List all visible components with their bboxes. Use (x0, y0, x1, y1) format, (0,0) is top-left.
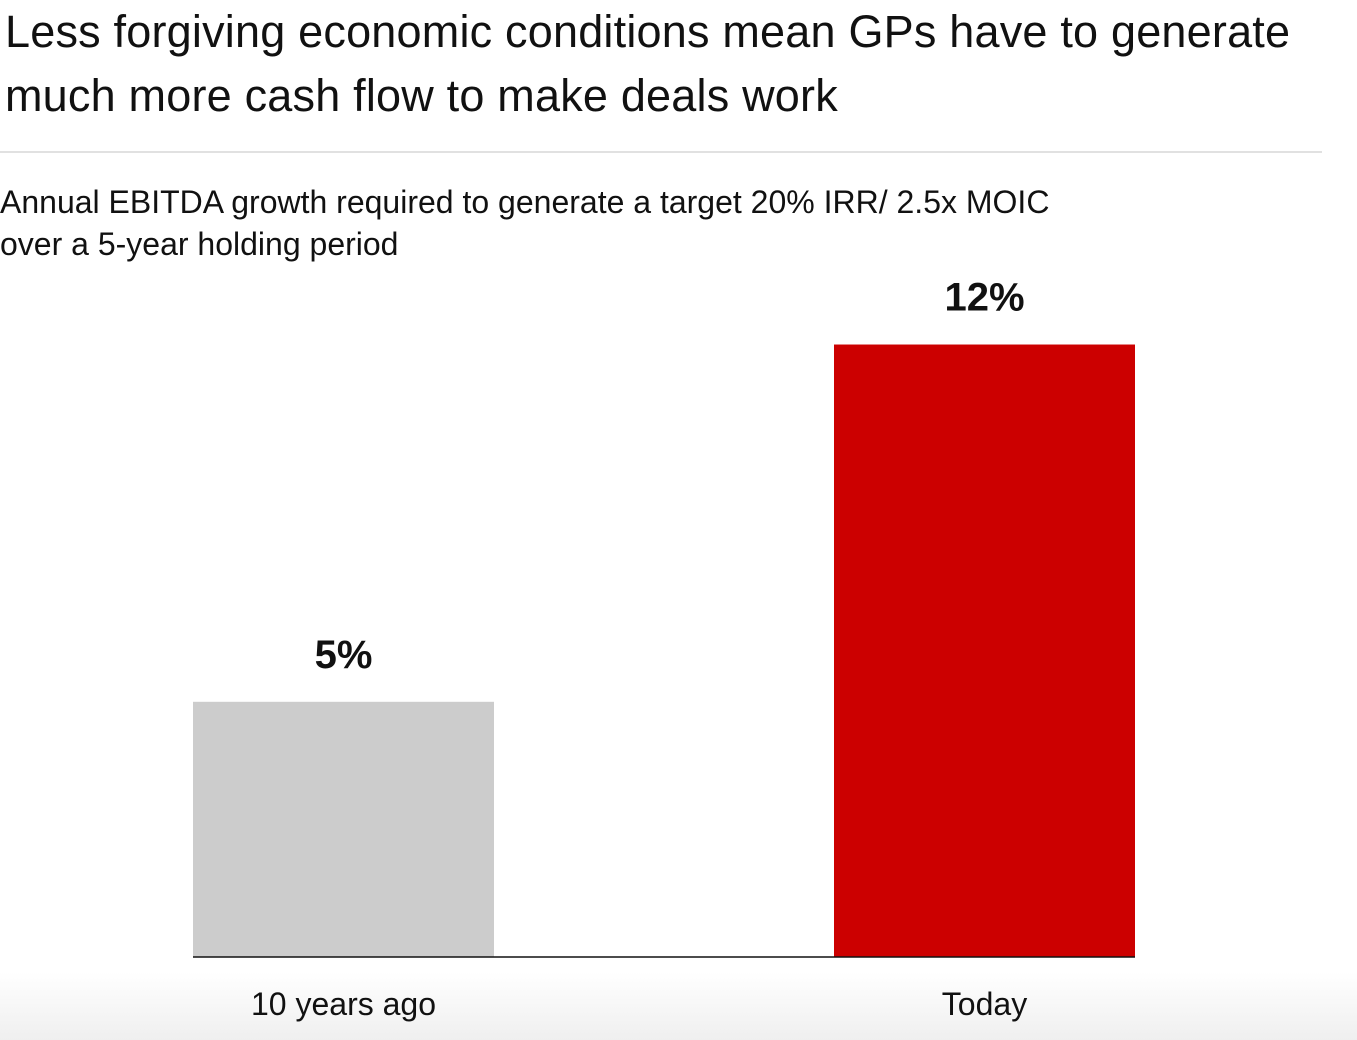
bar-ten-years-ago (193, 701, 494, 957)
category-label: 10 years ago (251, 986, 436, 1022)
page-title: Less forgiving economic conditions mean … (5, 6, 1291, 121)
title-divider (0, 151, 1322, 153)
bar-today (834, 344, 1135, 957)
bar-value-label: 5% (315, 633, 373, 677)
category-label: Today (942, 986, 1027, 1022)
chart-title: Annual EBITDA growth required to generat… (0, 184, 1050, 262)
bar-value-label: 12% (944, 276, 1024, 320)
